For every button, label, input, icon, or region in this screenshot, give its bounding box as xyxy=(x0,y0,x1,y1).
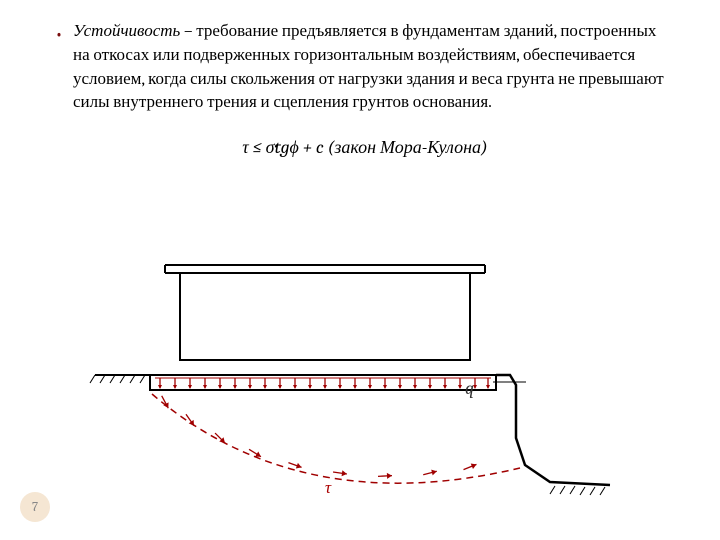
formula-row: τ ≤ σ·tgϕ + c (закон Мора-Кулона) xyxy=(55,137,675,158)
load-label-q: q xyxy=(465,378,474,399)
shear-label-tau: τ xyxy=(325,478,331,498)
term: Устойчивость xyxy=(73,22,180,41)
bullet-item: • Устойчивость – требование предъявляетс… xyxy=(55,20,675,115)
bullet-text: Устойчивость – требование предъявляется … xyxy=(73,20,675,115)
page-number: 7 xyxy=(20,492,50,522)
formula-note: (закон Мора-Кулона) xyxy=(324,137,488,158)
formula-expression: τ ≤ σ·tgϕ + c xyxy=(242,137,323,158)
stability-diagram xyxy=(80,260,640,520)
bullet-dot-icon: • xyxy=(55,22,63,47)
